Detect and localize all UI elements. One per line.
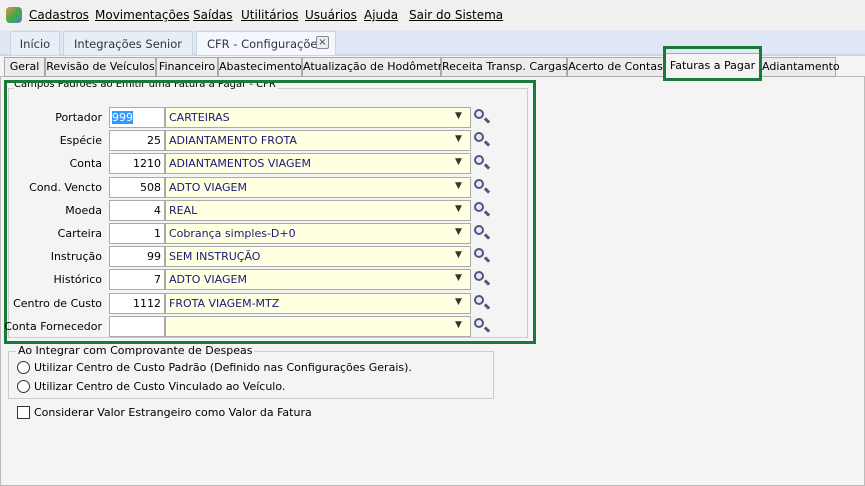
code-input[interactable]: 999 xyxy=(109,107,165,128)
field-label: Moeda xyxy=(65,203,102,217)
menu-bar xyxy=(0,0,865,30)
highlight-tab xyxy=(663,46,762,81)
value-select[interactable]: SEM INSTRUÇÃO xyxy=(165,246,471,268)
value-select[interactable]: ADIANTAMENTOS VIAGEM xyxy=(165,153,471,175)
search-icon[interactable] xyxy=(474,225,484,235)
search-icon[interactable] xyxy=(474,178,484,189)
subtab[interactable]: Adiantamento xyxy=(761,57,840,77)
value-select[interactable]: FROTA VIAGEM-MTZ xyxy=(165,292,471,314)
group-title: Ao Integrar com Comprovante de Despeas xyxy=(16,344,255,357)
tab[interactable]: Início xyxy=(10,31,60,55)
value-select[interactable] xyxy=(165,315,471,337)
menu-item[interactable]: Sair do Sistema xyxy=(409,8,504,22)
dropdown-arrow[interactable]: ▼ xyxy=(455,203,462,214)
field-label: Carteira xyxy=(57,227,102,240)
checkbox-label[interactable]: Considerar Valor Estrangeiro como Valor … xyxy=(34,406,312,419)
subtab[interactable]: Atualização de Hodômetro xyxy=(302,57,449,77)
menu-item[interactable]: Ajuda xyxy=(364,8,399,22)
code-input[interactable]: 4 xyxy=(109,199,165,221)
search-icon[interactable] xyxy=(474,132,484,143)
dropdown-arrow[interactable]: ▼ xyxy=(455,157,462,168)
value-select[interactable]: ADTO VIAGEM xyxy=(165,269,471,291)
subtab[interactable]: Acerto de Contas xyxy=(567,57,664,77)
code-input[interactable]: 508 xyxy=(109,176,165,198)
radio-label[interactable]: Utilizar Centro de Custo Padrão (Definid… xyxy=(34,361,412,374)
dropdown-arrow[interactable]: ▼ xyxy=(455,180,462,191)
selected-text: 999 xyxy=(112,111,133,124)
code-input[interactable]: 1210 xyxy=(109,153,165,175)
tab[interactable]: Integrações Senior xyxy=(63,31,193,55)
field-label: Conta xyxy=(69,157,102,171)
search-icon[interactable] xyxy=(474,317,484,328)
tab[interactable]: CFR - Configurações xyxy=(196,31,336,55)
search-icon[interactable] xyxy=(474,155,484,166)
dropdown-arrow[interactable]: ▼ xyxy=(455,273,462,284)
value-select[interactable]: ADIANTAMENTO FROTA xyxy=(165,130,471,152)
dropdown-arrow[interactable]: ▼ xyxy=(455,227,462,237)
code-input[interactable]: 25 xyxy=(109,130,165,152)
search-icon[interactable] xyxy=(474,109,484,119)
code-input[interactable]: 1112 xyxy=(109,292,165,314)
dropdown-arrow[interactable]: ▼ xyxy=(455,250,462,261)
highlight-group xyxy=(4,80,536,344)
subtab[interactable]: Abastecimento xyxy=(218,57,302,77)
field-label: Espécie xyxy=(59,134,102,148)
code-input[interactable]: 1 xyxy=(109,223,165,244)
dropdown-arrow[interactable]: ▼ xyxy=(455,319,462,330)
field-label: Centro de Custo xyxy=(13,296,102,310)
menu-item[interactable]: Movimentações xyxy=(95,8,190,22)
value-select[interactable]: CARTEIRAS xyxy=(165,107,471,128)
subtab[interactable]: Geral xyxy=(4,57,45,77)
field-label: Histórico xyxy=(53,273,102,287)
value-select[interactable]: Cobrança simples-D+0 xyxy=(165,223,471,244)
field-label: Cond. Vencto xyxy=(29,180,102,194)
search-icon[interactable] xyxy=(474,271,484,282)
group-title: Campos Padrões ao Emitir uma Fatura a Pa… xyxy=(14,80,278,90)
radio[interactable] xyxy=(17,380,30,393)
radio-label[interactable]: Utilizar Centro de Custo Vinculado ao Ve… xyxy=(34,380,286,393)
field-label: Instrução xyxy=(50,250,102,264)
value-select[interactable]: ADTO VIAGEM xyxy=(165,176,471,198)
menu-item[interactable]: Usuários xyxy=(305,8,357,22)
dropdown-arrow[interactable]: ▼ xyxy=(455,296,462,307)
checkbox[interactable] xyxy=(17,406,30,419)
tab-rule xyxy=(0,54,865,56)
app-icon xyxy=(6,7,22,23)
search-icon[interactable] xyxy=(474,294,484,305)
dropdown-arrow[interactable]: ▼ xyxy=(455,111,462,121)
menu-item[interactable]: Utilitários xyxy=(241,8,299,22)
code-input[interactable]: 7 xyxy=(109,269,165,291)
field-label: Portador xyxy=(55,111,102,124)
subtab[interactable]: Revisão de Veículos xyxy=(45,57,156,77)
dropdown-arrow[interactable]: ▼ xyxy=(455,134,462,145)
field-label: Conta Fornecedor xyxy=(4,319,102,333)
subtab[interactable]: Receita Transp. Cargas xyxy=(441,57,568,77)
code-input[interactable]: 99 xyxy=(109,246,165,268)
search-icon[interactable] xyxy=(474,248,484,259)
subtab[interactable]: Faturas a Pagar xyxy=(664,53,761,77)
value-select[interactable]: REAL xyxy=(165,199,471,221)
subtab[interactable]: Financeiro xyxy=(156,57,218,77)
search-icon[interactable] xyxy=(474,201,484,212)
tab-close[interactable]: × xyxy=(316,36,329,49)
code-input[interactable] xyxy=(109,315,165,337)
radio[interactable] xyxy=(17,361,30,374)
menu-item[interactable]: Cadastros xyxy=(29,8,89,22)
menu-item[interactable]: Saídas xyxy=(193,8,233,22)
